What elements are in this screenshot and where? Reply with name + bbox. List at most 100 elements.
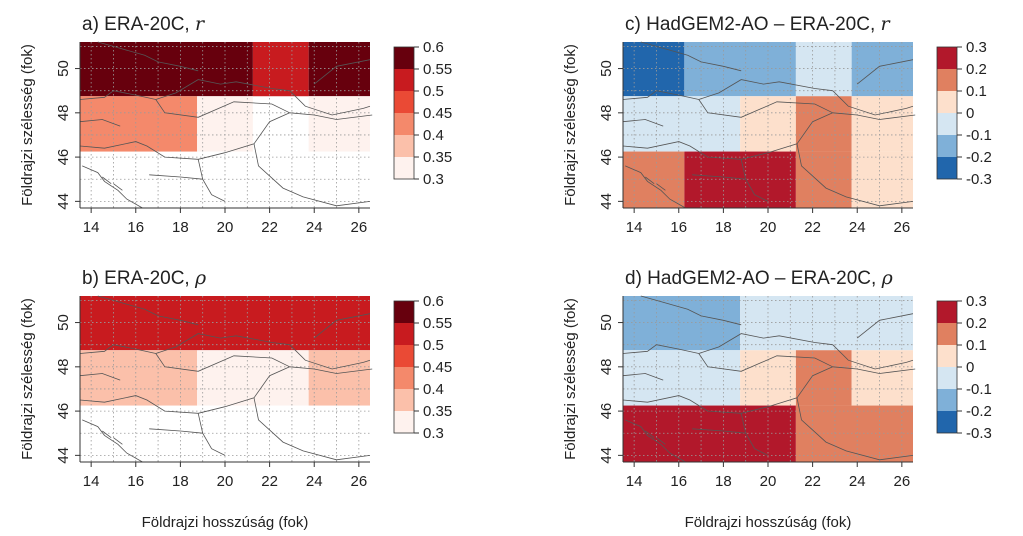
legend-swatch xyxy=(394,157,414,179)
border-line xyxy=(622,119,664,127)
heatmap-cell xyxy=(623,350,741,406)
y-tick-label: 46 xyxy=(55,403,72,420)
legend-label: 0.35 xyxy=(423,403,452,420)
legend-swatch xyxy=(937,367,957,389)
x-tick-label: 22 xyxy=(804,473,821,490)
heatmap-cells xyxy=(623,296,913,462)
y-tick-label: 50 xyxy=(598,314,615,331)
legend-swatch xyxy=(394,411,414,433)
x-tick-label: 14 xyxy=(83,219,100,236)
y-tick-label: 46 xyxy=(598,149,615,166)
border-line xyxy=(698,99,833,118)
y-axis-label: Földrajzi szélesség (fok) xyxy=(562,298,579,460)
heatmap-cell xyxy=(623,42,685,97)
heatmap-cell xyxy=(851,42,913,97)
legend-swatch xyxy=(937,113,957,135)
border-line xyxy=(82,165,143,209)
legend-label: 0.6 xyxy=(423,39,444,56)
title-symbol: r xyxy=(881,13,892,35)
x-tick-label: 14 xyxy=(626,219,643,236)
border-line xyxy=(645,176,655,185)
border-line xyxy=(97,41,199,72)
heatmap-cell xyxy=(740,296,913,351)
border-line xyxy=(692,174,746,180)
border-line xyxy=(102,176,112,185)
border-line xyxy=(740,413,769,456)
legend-swatch xyxy=(394,345,414,367)
heatmap-cell xyxy=(851,350,913,406)
title-symbol: ρ xyxy=(194,267,207,289)
y-tick-label: 48 xyxy=(55,104,72,121)
y-tick-label: 48 xyxy=(598,104,615,121)
legend-label: -0.3 xyxy=(966,171,992,188)
y-axis-label: Földrajzi szélesség (fok) xyxy=(19,44,36,206)
map-outlines xyxy=(79,295,373,463)
border-line xyxy=(625,419,686,463)
heatmap-cell xyxy=(795,151,852,208)
panel-b: 14 16 18 20 22 24 26 44 46 48 50 Földrajzi szélessé… xyxy=(19,267,452,490)
heatmap-cell xyxy=(80,350,198,406)
border-line xyxy=(149,174,203,180)
border-line xyxy=(622,333,833,354)
border-line xyxy=(102,430,112,439)
x-tick-label: 24 xyxy=(849,473,866,490)
border-line xyxy=(197,413,226,456)
x-tick-label: 14 xyxy=(626,473,643,490)
border-line xyxy=(796,143,914,207)
y-tick-label: 44 xyxy=(55,193,72,210)
x-tick-label: 24 xyxy=(849,219,866,236)
legend-label: -0.3 xyxy=(966,425,992,442)
heatmap-cell xyxy=(252,42,309,97)
border-line xyxy=(622,373,664,381)
legend: 0.6 0.55 0.5 0.45 0.4 0.35 0.3 xyxy=(393,39,452,188)
x-tick-label: 20 xyxy=(760,473,777,490)
heatmap-cell xyxy=(623,296,741,351)
legend-label: 0.3 xyxy=(966,39,987,56)
border-line xyxy=(640,295,742,326)
heatmap-cell xyxy=(623,96,741,152)
border-line xyxy=(289,344,371,370)
legend-label: -0.2 xyxy=(966,403,992,420)
x-tick-label: 26 xyxy=(894,473,911,490)
border-line xyxy=(155,353,290,372)
legend: 0.6 0.55 0.5 0.45 0.4 0.35 0.3 xyxy=(393,293,452,442)
legend-label: 0.2 xyxy=(966,315,987,332)
legend-swatch xyxy=(394,301,414,323)
heatmap-cell xyxy=(80,42,253,97)
title-text: a) ERA-20C, xyxy=(82,14,195,35)
border-line xyxy=(832,112,916,120)
heatmap-cell xyxy=(851,151,913,208)
x-tick-label: 16 xyxy=(670,473,687,490)
legend-label: 0.1 xyxy=(966,83,987,100)
heatmap-cell xyxy=(308,42,370,97)
heatmap-cell xyxy=(308,350,370,406)
border-line xyxy=(79,79,290,100)
border-line xyxy=(796,397,914,461)
title-text: d) HadGEM2-AO – ERA-20C, xyxy=(625,268,882,289)
legend-label: 0.55 xyxy=(423,61,452,78)
legend-label: 0.5 xyxy=(423,337,444,354)
border-line xyxy=(155,99,290,118)
border-line xyxy=(698,353,833,372)
border-line xyxy=(97,295,199,326)
x-tick-label: 18 xyxy=(172,473,189,490)
border-line xyxy=(625,165,686,209)
y-tick-label: 44 xyxy=(598,447,615,464)
legend-label: 0.5 xyxy=(423,83,444,100)
heatmap-cell xyxy=(308,96,370,152)
legend-label: -0.1 xyxy=(966,381,992,398)
y-tick-label: 50 xyxy=(55,314,72,331)
legend-label: 0.3 xyxy=(423,425,444,442)
border-line xyxy=(253,397,371,461)
legend-swatch xyxy=(937,345,957,367)
title-symbol: ρ xyxy=(881,267,894,289)
panel-title: d) HadGEM2-AO – ERA-20C, ρ xyxy=(625,267,894,289)
legend-label: 0.3 xyxy=(966,293,987,310)
y-axis-label: Földrajzi szélesség (fok) xyxy=(19,298,36,460)
x-tick-label: 22 xyxy=(804,219,821,236)
legend-swatch xyxy=(937,135,957,157)
legend-swatch xyxy=(937,389,957,411)
border-line xyxy=(832,366,916,374)
y-tick-label: 44 xyxy=(55,447,72,464)
legend-swatch xyxy=(394,389,414,411)
